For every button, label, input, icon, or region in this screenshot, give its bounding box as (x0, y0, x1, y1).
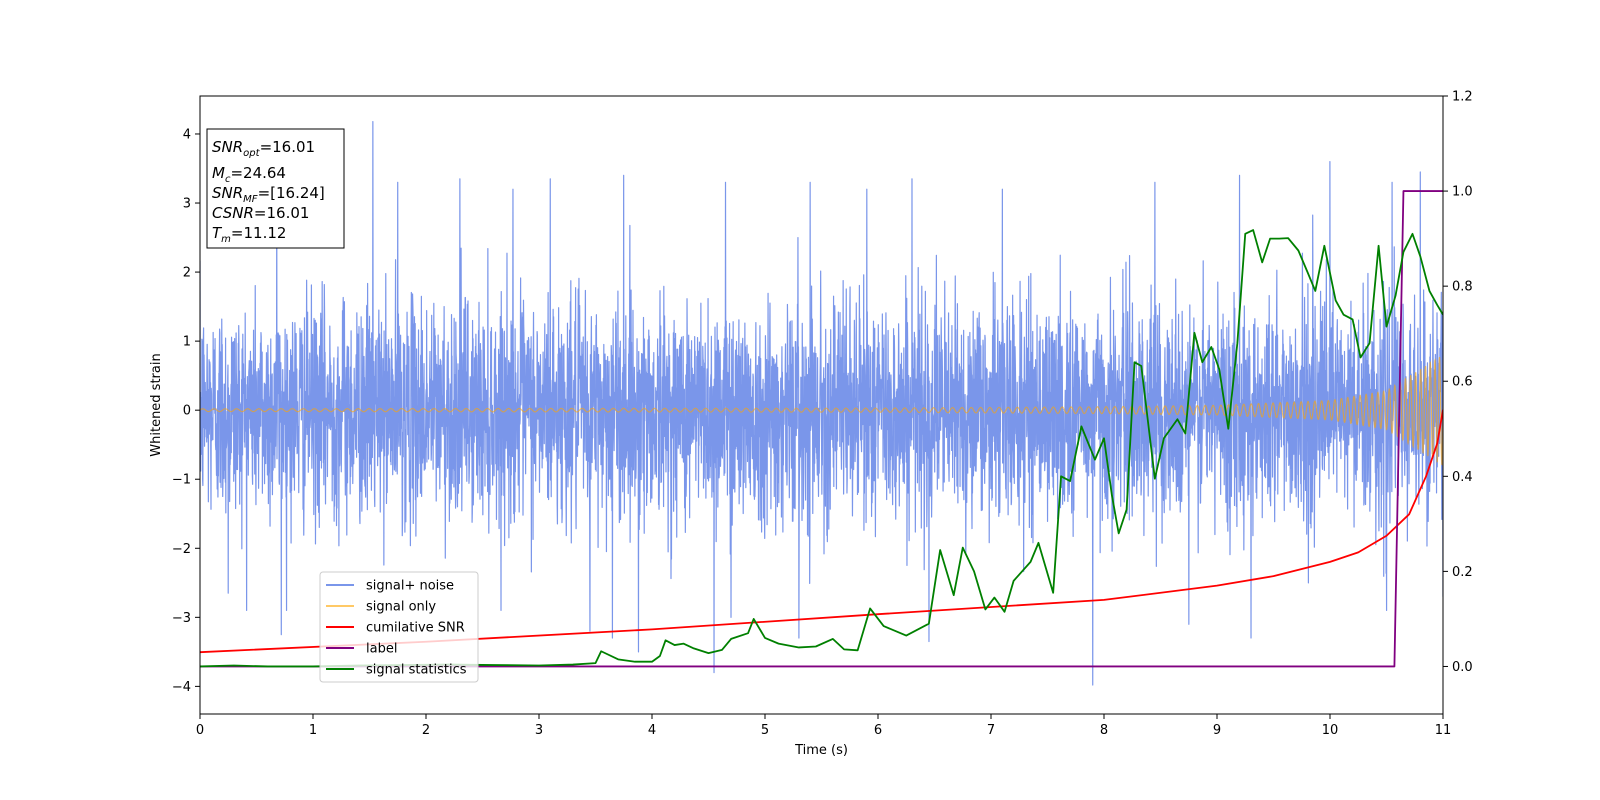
x-tick-label: 1 (309, 723, 317, 738)
y-tick-label: 4 (183, 127, 191, 142)
info-line: Mc=24.64 (212, 164, 286, 185)
legend-label: signal+ noise (366, 579, 454, 594)
y-right-tick-label: 0.6 (1452, 375, 1473, 390)
y-right-tick-label: 0.2 (1452, 565, 1473, 580)
y-tick-label: −4 (172, 680, 191, 695)
legend-label: label (366, 642, 397, 657)
x-tick-label: 11 (1435, 723, 1452, 738)
y-tick-label: −2 (172, 542, 191, 557)
x-tick-label: 9 (1213, 723, 1221, 738)
y-tick-label: 0 (183, 404, 191, 419)
y-axis-label: Whitened strain (149, 353, 164, 456)
x-axis: 0 1 2 3 4 5 6 7 8 9 10 11 (196, 714, 1451, 738)
info-line-subscript: MF (243, 194, 258, 205)
y-tick-label: 3 (183, 197, 191, 212)
y-right-tick-label: 0.0 (1452, 660, 1473, 675)
y-right-tick-label: 1.0 (1452, 185, 1473, 200)
series-line-label (200, 190, 1443, 668)
plot-frame (199, 95, 1444, 715)
y-right-tick-label: 1.2 (1452, 90, 1473, 105)
legend-label: signal statistics (366, 663, 467, 678)
x-tick-label: 4 (648, 723, 656, 738)
plot-series (200, 120, 1443, 686)
info-line: CSNR=16.01 (212, 204, 309, 222)
legend-entry-cumulative-snr: cumilative SNR (326, 621, 465, 636)
info-line-subscript: opt (243, 148, 260, 159)
y-axis-right: 0.0 0.2 0.4 0.6 0.8 1.0 1.2 (1443, 90, 1473, 675)
series-line-cumulative-snr (200, 409, 1443, 654)
x-tick-label: 5 (761, 723, 769, 738)
x-axis-label: Time (s) (794, 743, 848, 758)
legend-label: signal only (366, 600, 436, 615)
info-line-subscript: c (225, 174, 231, 185)
info-line-value: =24.64 (230, 164, 286, 182)
series-line-signal-noise (200, 120, 1443, 686)
series-line-signal-only (200, 357, 1443, 466)
legend-label: cumilative SNR (366, 621, 465, 636)
info-line: SNRMF=[16.24] (212, 184, 325, 205)
info-box-lines: SNRopt=16.01Mc=24.64SNRMF=[16.24]CSNR=16… (212, 138, 325, 245)
legend-entry-signal-statistics: signal statistics (326, 663, 467, 678)
info-line-symbol: SNR (212, 184, 243, 202)
info-box-frame (206, 128, 345, 249)
info-line-subscript: m (221, 234, 231, 245)
info-line-symbol: CSNR (212, 204, 254, 222)
info-line-value: =16.01 (260, 138, 316, 156)
info-line-symbol: T (212, 224, 223, 242)
legend-entry-label: label (326, 642, 397, 657)
x-tick-label: 6 (874, 723, 882, 738)
info-line: SNRopt=16.01 (212, 138, 315, 159)
info-line-symbol: M (212, 164, 225, 182)
y-tick-label: 1 (183, 335, 191, 350)
info-line-value: =[16.24] (258, 184, 325, 202)
info-box: SNRopt=16.01Mc=24.64SNRMF=[16.24]CSNR=16… (206, 128, 345, 249)
y-tick-label: 2 (183, 266, 191, 281)
info-line-symbol: SNR (212, 138, 243, 156)
y-right-tick-label: 0.8 (1452, 280, 1473, 295)
series-line-signal-statistics (200, 229, 1443, 668)
info-line-value: =11.12 (231, 224, 287, 242)
y-tick-label: −3 (172, 611, 191, 626)
y-tick-label: −1 (172, 473, 191, 488)
legend: signal+ noise signal only cumilative SNR la… (319, 571, 479, 683)
x-tick-label: 7 (987, 723, 995, 738)
y-right-tick-label: 0.4 (1452, 470, 1473, 485)
y-axis-left: −4 −3 −2 −1 0 1 2 3 4 (172, 127, 200, 695)
info-line: Tm=11.12 (212, 224, 286, 245)
x-tick-label: 0 (196, 723, 204, 738)
x-tick-label: 3 (535, 723, 543, 738)
legend-entry-signal-only: signal only (326, 600, 436, 615)
legend-frame (319, 571, 479, 683)
x-tick-label: 2 (422, 723, 430, 738)
x-tick-label: 8 (1100, 723, 1108, 738)
x-tick-label: 10 (1322, 723, 1339, 738)
legend-items: signal+ noise signal only cumilative SNR la… (326, 579, 467, 678)
info-line-value: =16.01 (254, 204, 310, 222)
legend-entry-signal-noise: signal+ noise (326, 579, 454, 594)
